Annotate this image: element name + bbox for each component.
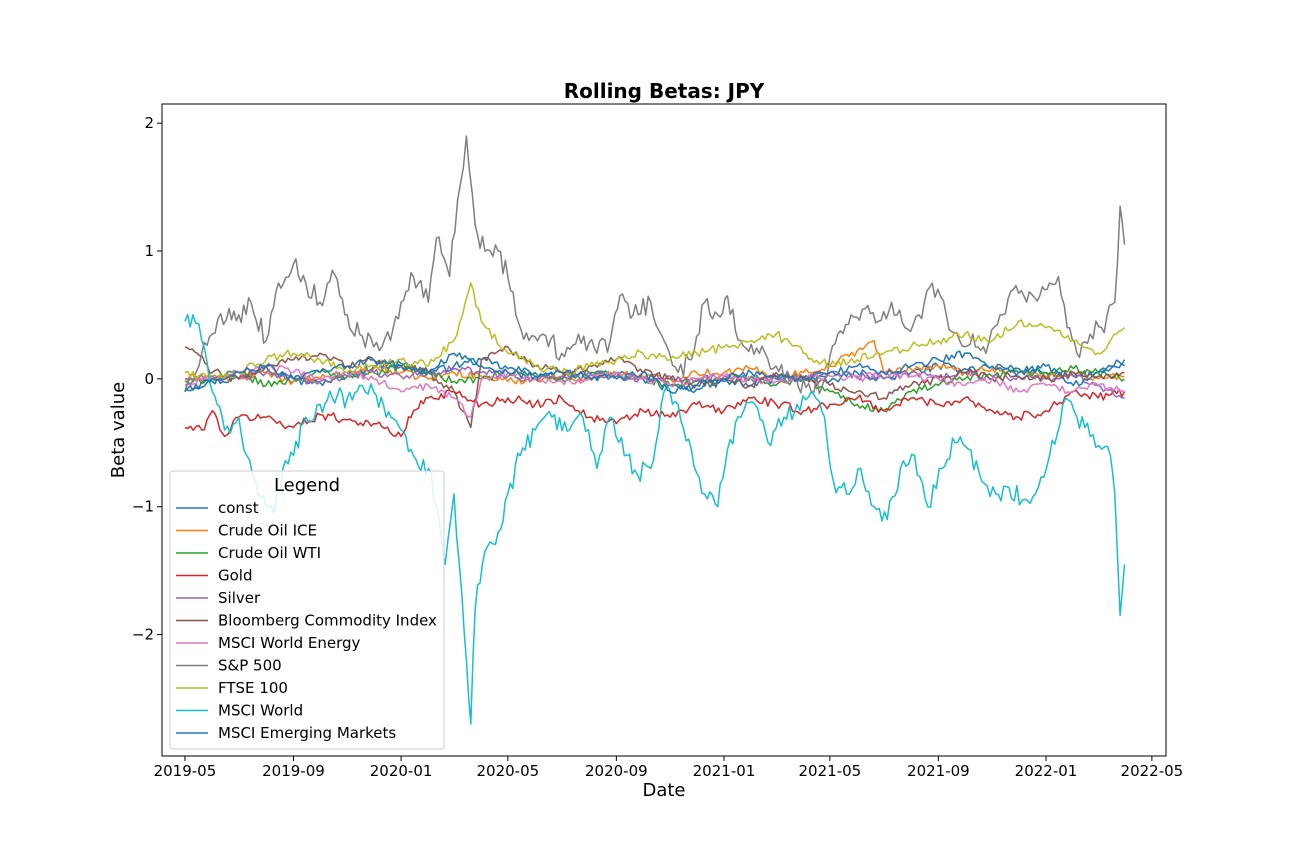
x-tick-label: 2020-01	[370, 762, 433, 780]
series-lines	[184, 135, 1126, 725]
series-line-gold	[184, 388, 1126, 438]
legend-title: Legend	[274, 475, 340, 496]
x-tick-label: 2021-09	[907, 762, 970, 780]
y-tick-label: 2	[144, 114, 154, 132]
chart-title: Rolling Betas: JPY	[564, 79, 765, 103]
legend-label: const	[218, 499, 259, 517]
y-tick-label: −1	[132, 498, 154, 516]
y-axis: −2 −1 0 1 2	[132, 114, 162, 644]
series-line-msci-world	[184, 313, 1126, 725]
x-tick-label: 2019-09	[262, 762, 325, 780]
legend-label: MSCI World Energy	[218, 634, 361, 652]
x-tick-label: 2021-05	[799, 762, 862, 780]
y-axis-label: Beta value	[108, 382, 129, 478]
series-line-ftse-100	[184, 282, 1125, 381]
legend-label: Crude Oil WTI	[218, 544, 321, 562]
plot-area	[161, 103, 1167, 757]
x-tick-label: 2020-05	[476, 762, 539, 780]
series-line-bloomberg-commodity-index	[184, 345, 1125, 429]
legend-box	[169, 470, 445, 750]
legend-items: const Crude Oil ICE Crude Oil WTI Gold Silve…	[176, 499, 437, 742]
x-tick-label: 2019-05	[154, 762, 217, 780]
y-tick-label: −2	[132, 626, 154, 644]
legend-label: Bloomberg Commodity Index	[218, 612, 437, 630]
legend-label: Gold	[218, 567, 253, 585]
series-line-msci-world-energy	[184, 362, 1125, 418]
plot-frame	[161, 103, 1167, 757]
legend: Legend const Crude Oil ICE Crude Oil WTI Go…	[169, 470, 445, 750]
x-tick-label: 2022-05	[1121, 762, 1184, 780]
x-tick-label: 2021-01	[693, 762, 756, 780]
legend-label: MSCI Emerging Markets	[218, 724, 396, 742]
x-axis: 2019-05 2019-09 2020-01 2020-05 2020-09 2021-…	[154, 756, 1184, 780]
legend-label: Crude Oil ICE	[218, 522, 317, 540]
x-axis-label: Date	[642, 780, 685, 801]
x-tick-label: 2020-09	[585, 762, 648, 780]
y-tick-label: 1	[144, 242, 154, 260]
legend-label: FTSE 100	[218, 679, 288, 697]
series-line-s-p-500	[184, 135, 1126, 395]
y-tick-label: 0	[144, 370, 154, 388]
legend-label: Silver	[218, 589, 261, 607]
legend-label: S&P 500	[218, 657, 282, 675]
series-line-msci-emerging-markets	[184, 350, 1126, 394]
x-tick-label: 2022-01	[1015, 762, 1078, 780]
legend-label: MSCI World	[218, 702, 303, 720]
